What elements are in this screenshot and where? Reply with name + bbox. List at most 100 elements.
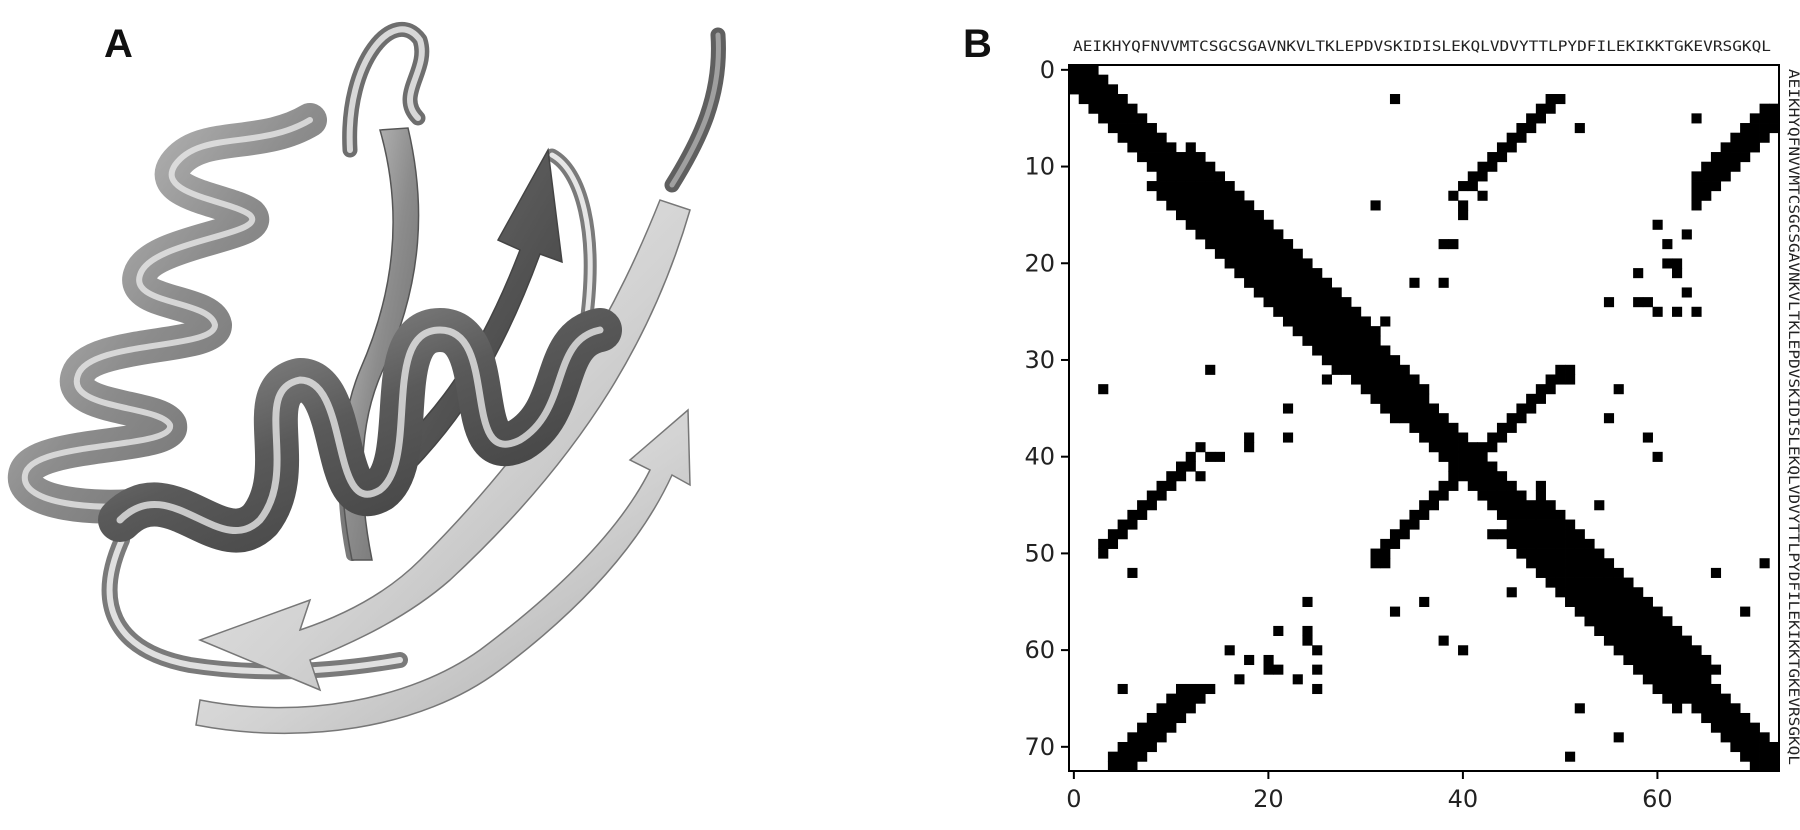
contact-cell <box>1214 451 1226 462</box>
contact-cell <box>1623 606 1634 617</box>
contact-cell <box>1642 606 1653 617</box>
contact-cell <box>1263 248 1274 259</box>
contact-cell <box>1662 664 1673 675</box>
contact-cell <box>1749 123 1760 134</box>
contact-cell <box>1214 181 1226 192</box>
contact-cell <box>1574 703 1585 714</box>
contact-cell <box>1127 103 1138 114</box>
contact-cell <box>1244 219 1255 230</box>
contact-cell <box>1662 683 1673 695</box>
contact-cell <box>1273 239 1284 250</box>
contact-cell <box>1175 703 1187 714</box>
contact-cell <box>1535 509 1546 520</box>
contact-cell <box>1535 393 1546 404</box>
contact-cell <box>1526 500 1537 511</box>
contact-cell <box>1341 364 1352 375</box>
contact-cell <box>1380 538 1391 549</box>
contact-cell <box>1574 606 1585 617</box>
contact-cell <box>1526 123 1537 134</box>
contact-cell <box>1302 596 1313 607</box>
contact-cell <box>1321 316 1333 327</box>
contact-cell <box>1652 219 1663 230</box>
contact-cell <box>1341 345 1352 356</box>
contact-cell <box>1156 722 1167 733</box>
contact-cell <box>1701 181 1712 192</box>
contact-cell <box>1603 625 1615 636</box>
contact-cell <box>1302 326 1313 337</box>
contact-cell <box>1088 65 1099 76</box>
contact-cell <box>1584 558 1595 569</box>
contact-cell <box>1701 654 1712 666</box>
contact-cell <box>1380 374 1391 385</box>
contact-cell <box>1195 181 1206 192</box>
contact-cell <box>1117 103 1128 114</box>
contact-cell <box>1710 181 1722 192</box>
contact-cell <box>1360 384 1371 395</box>
contact-cell <box>1409 403 1420 414</box>
contact-cell <box>1555 577 1566 588</box>
contact-cell <box>1613 577 1624 588</box>
contact-cell <box>1681 674 1692 685</box>
contact-cell <box>1175 190 1187 201</box>
contact-cell <box>1088 94 1099 105</box>
contact-cell <box>1477 171 1488 182</box>
contact-cell <box>1419 413 1430 424</box>
contact-cell <box>1253 219 1264 230</box>
contact-cell <box>1555 94 1566 105</box>
contact-cell <box>1263 277 1274 288</box>
contact-cell <box>1496 480 1508 491</box>
contact-cell <box>1565 587 1576 598</box>
contact-cell <box>1205 229 1216 240</box>
contact-cell <box>1253 268 1264 279</box>
contact-cell <box>1759 123 1770 134</box>
contact-cell <box>1496 529 1508 540</box>
contact-cell <box>1370 326 1381 337</box>
contact-cell <box>1749 142 1760 153</box>
contact-cell <box>1438 277 1449 288</box>
contact-cell <box>1360 355 1371 366</box>
contact-cell <box>1419 432 1430 443</box>
contact-cell <box>1360 335 1371 346</box>
contact-cell <box>1380 558 1391 569</box>
contact-cell <box>1292 258 1303 269</box>
contact-cell <box>1205 200 1216 211</box>
contact-cell <box>1720 732 1731 743</box>
contact-cell <box>1195 229 1206 240</box>
contact-cell <box>1380 384 1391 395</box>
contact-cell <box>1214 200 1226 211</box>
contact-cell <box>1487 161 1498 172</box>
contact-cell <box>1642 654 1653 666</box>
contact-cell <box>1273 277 1284 288</box>
contact-cell <box>1214 190 1226 201</box>
contact-cell <box>1107 529 1119 540</box>
contact-cell <box>1691 645 1702 656</box>
contact-cell <box>1302 635 1313 646</box>
contact-cell <box>1506 538 1517 549</box>
x-tick-label: 0 <box>1066 785 1081 813</box>
contact-cell <box>1555 548 1566 559</box>
contact-cell <box>1759 132 1770 143</box>
contact-cell <box>1691 674 1702 685</box>
contact-cell <box>1516 123 1527 134</box>
contact-cell <box>1341 297 1352 308</box>
contact-cell <box>1166 161 1177 172</box>
contact-cell <box>1107 751 1119 762</box>
contact-cell <box>1166 693 1177 704</box>
contact-cell <box>1244 248 1255 259</box>
contact-cell <box>1234 248 1245 259</box>
contact-cell <box>1195 200 1206 211</box>
contact-cell <box>1175 712 1187 724</box>
contact-cell <box>1623 625 1634 636</box>
contact-cell <box>1389 374 1401 385</box>
contact-cell <box>1195 442 1206 453</box>
contact-cell <box>1282 316 1294 327</box>
contact-cell <box>1701 703 1712 714</box>
contact-cell <box>1613 596 1624 607</box>
contact-cell <box>1312 297 1323 308</box>
contact-cell <box>1380 316 1391 327</box>
contact-cell <box>1565 596 1576 607</box>
contact-cell <box>1574 558 1585 569</box>
contact-cell <box>1516 519 1527 530</box>
contact-cell <box>1195 210 1206 221</box>
contact-cell <box>1477 451 1488 462</box>
